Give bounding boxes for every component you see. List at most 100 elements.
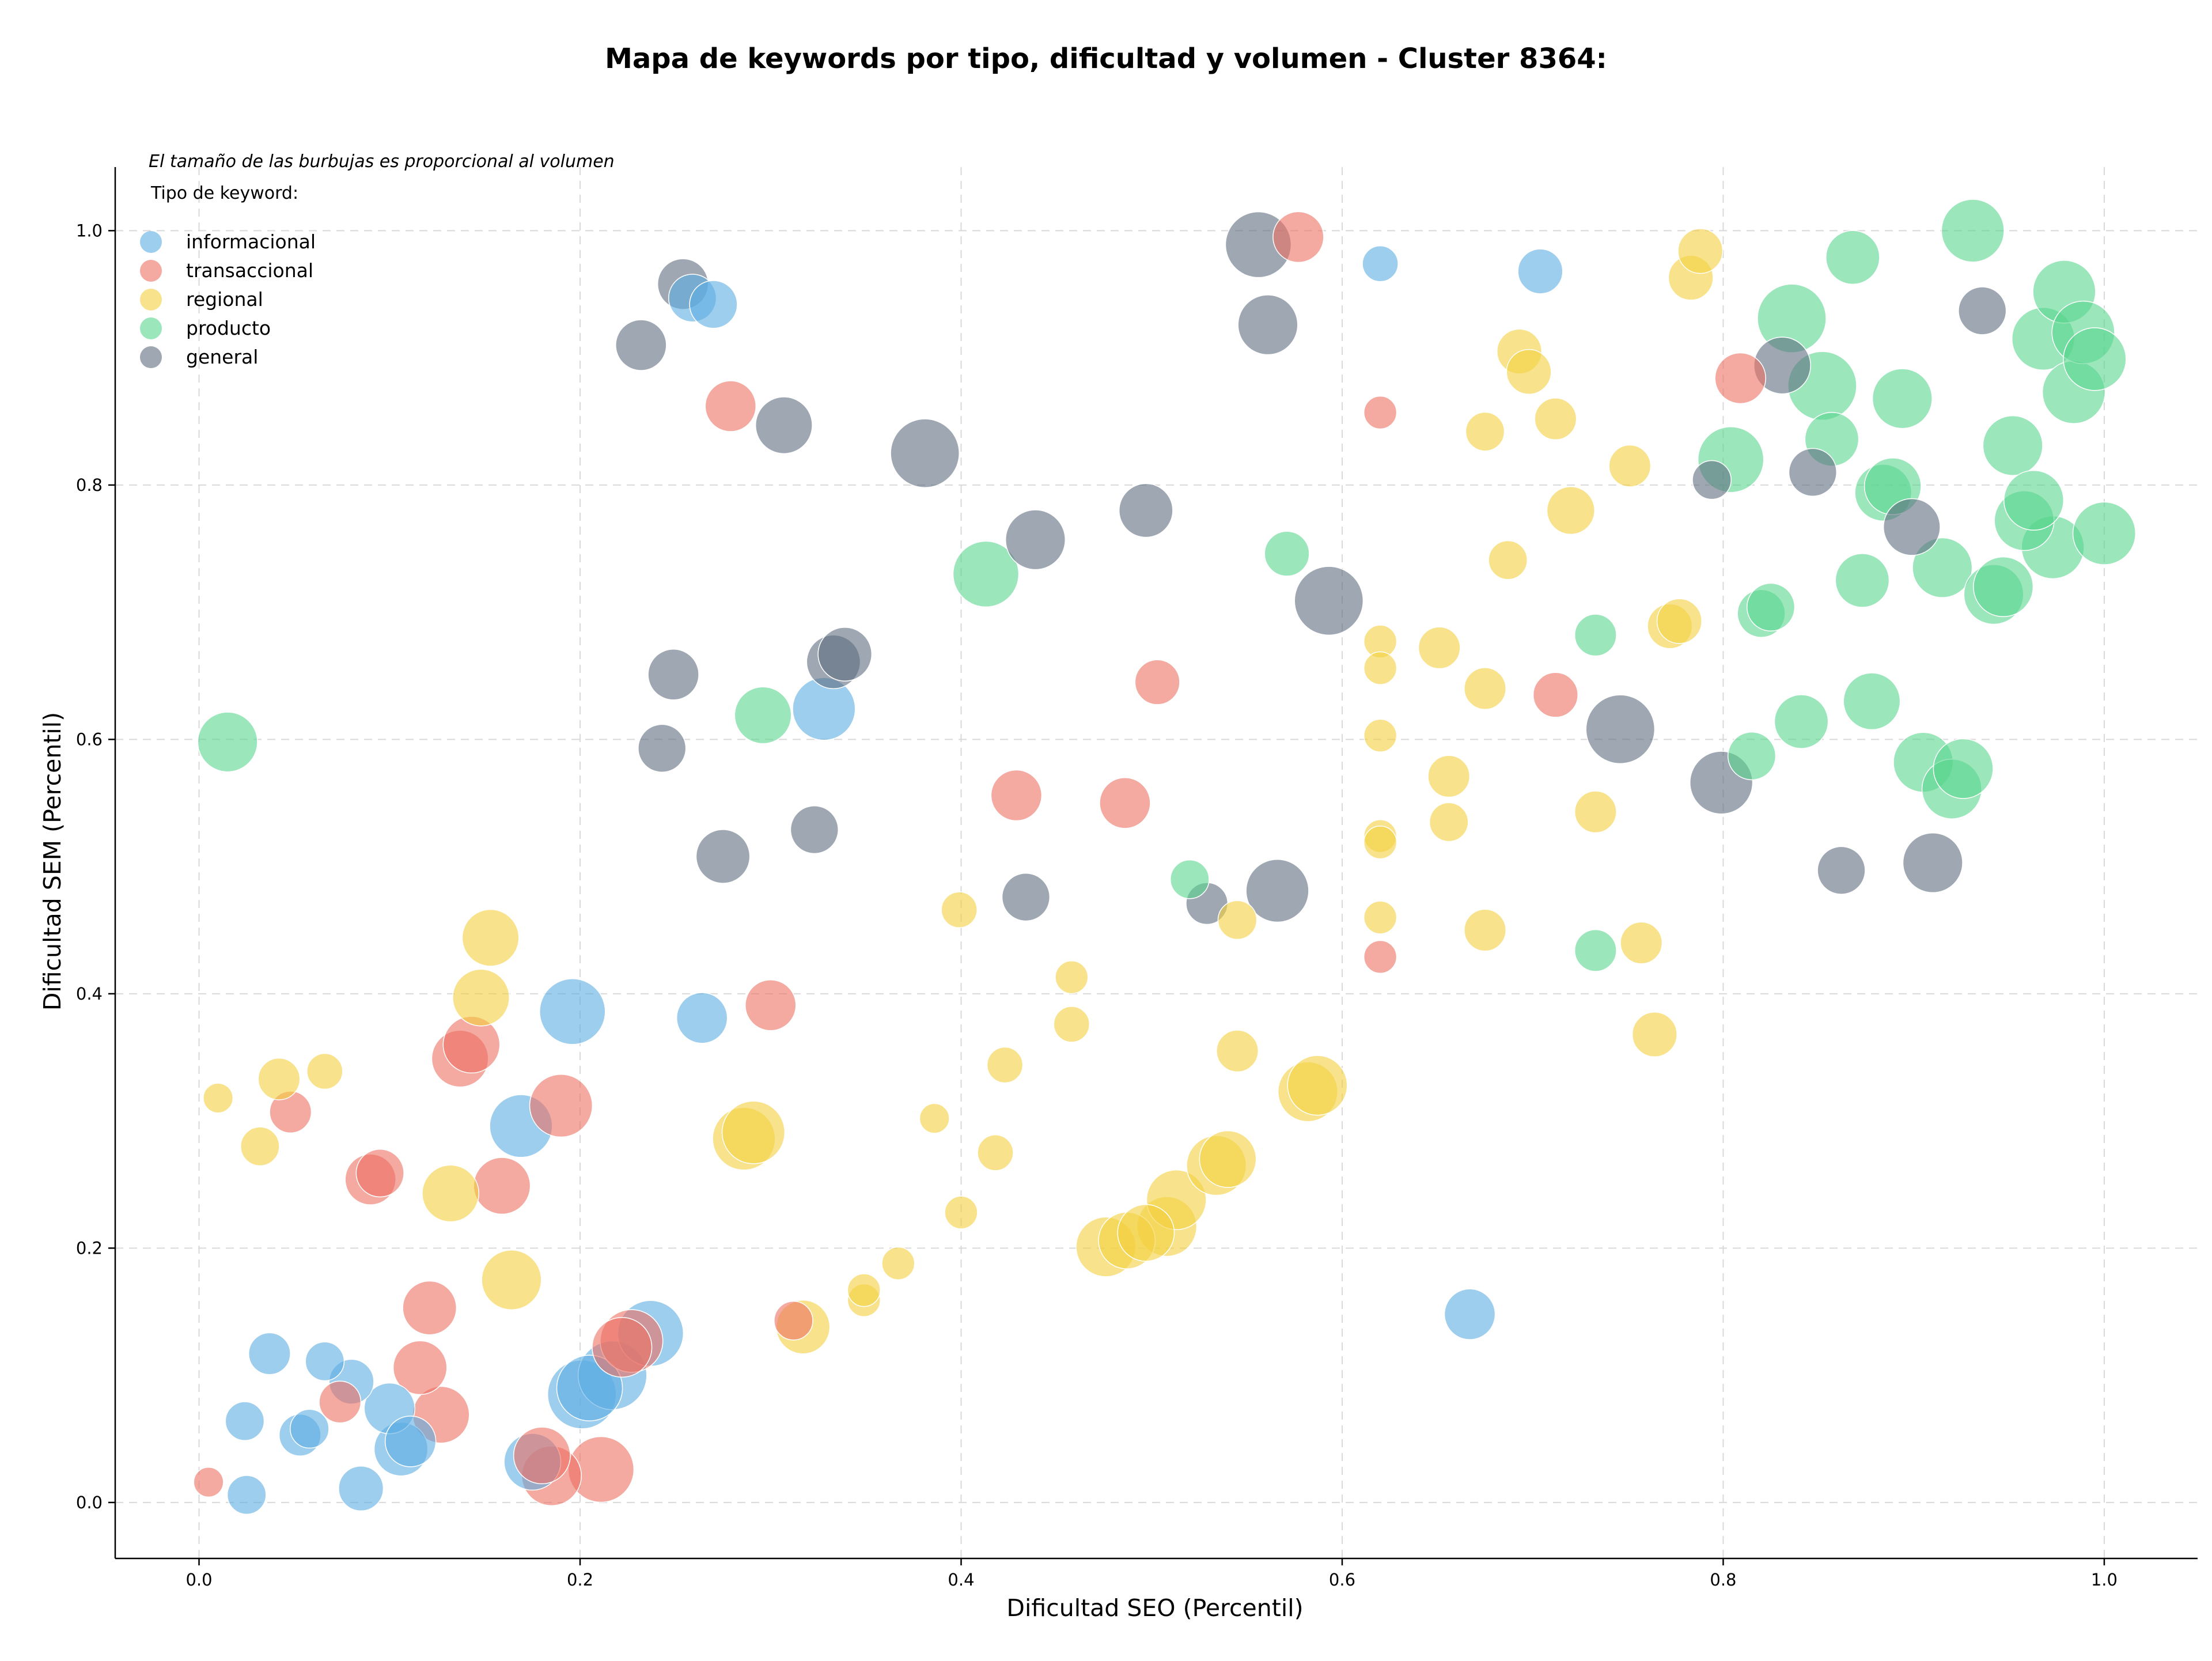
bubble-regional bbox=[1216, 1030, 1259, 1073]
bubble-regional bbox=[1506, 349, 1552, 395]
bubble-regional bbox=[941, 891, 978, 928]
legend-label-general: general bbox=[186, 346, 258, 368]
chart-title: Mapa de keywords por tipo, dificultad y … bbox=[605, 43, 1607, 75]
bubble-general bbox=[890, 418, 960, 489]
legend-marker-informacional bbox=[140, 231, 162, 253]
bubble-informacional bbox=[1362, 245, 1399, 282]
x-tick-label: 0.0 bbox=[185, 1570, 212, 1590]
bubble-producto bbox=[2072, 501, 2137, 565]
bubble-general bbox=[695, 829, 751, 884]
bubble-informacional bbox=[539, 978, 606, 1045]
bubble-transaccional bbox=[1099, 777, 1151, 829]
axes bbox=[108, 167, 2198, 1565]
bubble-general bbox=[647, 649, 699, 701]
bubble-general bbox=[1585, 694, 1656, 765]
bubble-producto bbox=[1982, 415, 2043, 476]
bubble-transaccional bbox=[744, 979, 797, 1031]
bubble-producto bbox=[734, 686, 792, 744]
bubble-producto bbox=[2003, 470, 2065, 531]
bubble-producto bbox=[197, 712, 258, 773]
bubble-informacional bbox=[305, 1341, 345, 1382]
bubble-regional bbox=[1464, 909, 1506, 952]
bubble-general bbox=[1294, 566, 1364, 636]
bubble-layer bbox=[193, 199, 2137, 1515]
bubble-producto bbox=[1574, 929, 1617, 972]
bubble-informacional bbox=[1444, 1288, 1496, 1340]
bubble-regional bbox=[1363, 718, 1397, 752]
bubble-regional bbox=[461, 909, 520, 967]
legend-marker-general bbox=[140, 346, 162, 368]
bubble-transaccional bbox=[319, 1380, 362, 1424]
bubble-regional bbox=[1546, 486, 1596, 535]
bubble-general bbox=[1692, 460, 1732, 500]
bubble-regional bbox=[1677, 228, 1724, 274]
bubble-regional bbox=[306, 1053, 343, 1090]
legend: Tipo de keyword: informacional transaccio… bbox=[140, 183, 316, 368]
bubble-informacional bbox=[248, 1332, 291, 1375]
y-tick-label: 0.0 bbox=[76, 1493, 103, 1512]
bubble-producto bbox=[1574, 614, 1617, 657]
bubble-transaccional bbox=[392, 1340, 448, 1395]
bubble-informacional bbox=[689, 280, 738, 329]
bubble-producto bbox=[952, 540, 1020, 608]
bubble-producto bbox=[1264, 531, 1310, 577]
bubble-regional bbox=[1363, 826, 1397, 860]
bubble-regional bbox=[1631, 1011, 1677, 1058]
bubble-transaccional bbox=[1714, 352, 1766, 404]
bubble-informacional bbox=[226, 1475, 267, 1515]
bubble-regional bbox=[481, 1250, 542, 1311]
bubble-producto bbox=[1835, 553, 1890, 608]
y-tick-label: 0.8 bbox=[76, 475, 103, 495]
bubble-regional bbox=[1287, 1055, 1348, 1116]
bubble-regional bbox=[257, 1057, 301, 1100]
bubble-transaccional bbox=[1134, 659, 1180, 705]
bubble-regional bbox=[847, 1273, 881, 1307]
bubble-regional bbox=[422, 1164, 480, 1223]
y-tick-label: 0.6 bbox=[76, 729, 103, 749]
bubble-regional bbox=[203, 1083, 234, 1114]
bubble-regional bbox=[986, 1046, 1024, 1084]
size-annotation: El tamaño de las burbujas es proporciona… bbox=[149, 152, 615, 172]
bubble-producto bbox=[1933, 738, 1994, 799]
bubble-regional bbox=[452, 968, 510, 1027]
bubble-general bbox=[755, 396, 813, 455]
bubble-regional bbox=[1199, 1130, 1257, 1188]
bubble-producto bbox=[1774, 694, 1829, 749]
legend-title: Tipo de keyword: bbox=[150, 183, 298, 203]
bubble-transaccional bbox=[513, 1427, 571, 1485]
bubble-transaccional bbox=[990, 769, 1043, 822]
bubble-regional bbox=[1620, 921, 1663, 964]
bubble-general bbox=[1817, 846, 1866, 895]
bubble-informacional bbox=[225, 1401, 265, 1441]
bubble-regional bbox=[1608, 444, 1652, 487]
bubble-regional bbox=[881, 1246, 915, 1281]
x-tick-label: 0.2 bbox=[567, 1570, 593, 1590]
bubble-transaccional bbox=[1532, 672, 1578, 718]
y-tick-label: 0.4 bbox=[76, 984, 103, 1004]
legend-label-regional: regional bbox=[186, 288, 263, 311]
y-tick-label: 0.2 bbox=[76, 1238, 103, 1258]
bubble-producto bbox=[1941, 199, 2005, 263]
bubble-producto bbox=[1843, 672, 1901, 731]
bubble-general bbox=[638, 724, 687, 773]
bubble-regional bbox=[1427, 755, 1471, 798]
bubble-regional bbox=[944, 1195, 978, 1229]
bubble-general bbox=[790, 805, 839, 854]
bubble-regional bbox=[1055, 960, 1089, 994]
bubble-general bbox=[1902, 832, 1963, 894]
bubble-general bbox=[1237, 294, 1298, 355]
bubble-general bbox=[1883, 498, 1941, 556]
bubble-regional bbox=[977, 1134, 1014, 1171]
bubble-producto bbox=[1872, 368, 1933, 429]
x-tick-label: 0.6 bbox=[1329, 1570, 1355, 1590]
bubble-transaccional bbox=[774, 1300, 813, 1341]
bubble-transaccional bbox=[529, 1073, 593, 1138]
x-tick-label: 1.0 bbox=[2091, 1570, 2118, 1590]
bubble-transaccional bbox=[442, 1016, 501, 1074]
bubble-regional bbox=[1418, 626, 1461, 669]
bubble-regional bbox=[1117, 1204, 1175, 1262]
bubble-informacional bbox=[676, 992, 728, 1044]
bubble-producto bbox=[1912, 537, 1973, 598]
bubble-regional bbox=[1217, 900, 1257, 940]
bubble-regional bbox=[1429, 802, 1469, 842]
